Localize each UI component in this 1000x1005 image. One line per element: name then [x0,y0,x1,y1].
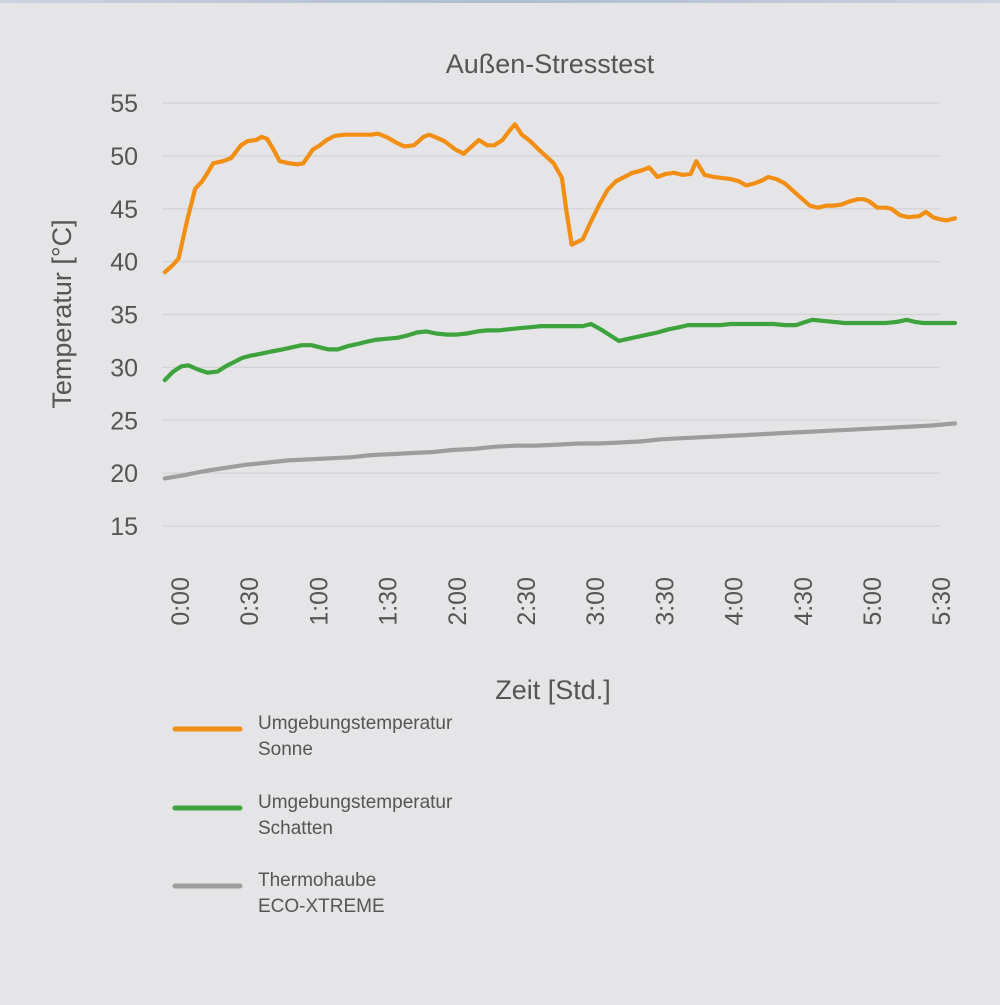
series-line-3 [162,421,958,481]
x-tick-label: 2:30 [513,577,541,626]
y-tick-label: 40 [110,249,138,277]
y-tick-label: 20 [110,460,138,488]
x-tick-label: 0:00 [167,577,195,626]
gridlines [162,102,940,527]
x-tick-label: 5:00 [859,577,887,626]
legend: UmgebungstemperaturSonneUmgebungstempera… [172,713,453,917]
legend-entry-1: Umgebungstemperatur Sonne [172,713,453,760]
y-tick-label: 35 [110,302,138,330]
x-tick-label: 3:30 [651,577,679,626]
legend-entry-3: Thermohaube ECO-XTREME [172,870,385,917]
legend-label: Schatten [258,818,333,839]
top-border-strip [0,0,1000,3]
y-tick-label: 50 [110,143,138,171]
x-tick-label: 1:30 [375,577,403,626]
series-lines [162,122,958,481]
y-tick-label: 45 [110,196,138,224]
series-line-1 [162,122,958,275]
x-axis-label: Zeit [Std.] [495,675,611,705]
y-tick-label: 15 [110,513,138,541]
legend-label: ECO-XTREME [258,896,385,917]
y-tick-label: 55 [110,90,138,118]
legend-label: Sonne [258,739,313,760]
y-tick-label: 25 [110,407,138,435]
x-tick-label: 4:00 [721,577,749,626]
x-axis-ticks: 0:00 0:30 1:00 1:30 2:00 2:30 3:00 3:30 4:00 4:30… [167,577,956,626]
x-tick-label: 3:00 [582,577,610,626]
legend-label: Umgebungstemperatur [258,792,453,813]
chart-title: Außen-Stresstest [446,49,655,79]
legend-label: Umgebungstemperatur [258,713,453,734]
y-axis-ticks: 15 20 25 30 35 40 45 50 55 [110,90,138,541]
legend-entry-2: Umgebungstemperatur Schatten [172,792,453,839]
series-line-2 [162,317,958,383]
x-tick-label: 4:30 [790,577,818,626]
x-tick-label: 0:30 [236,577,264,626]
x-tick-label: 5:30 [928,577,956,626]
legend-label: Thermohaube [258,870,376,891]
y-tick-label: 30 [110,354,138,382]
x-tick-label: 1:00 [305,577,333,626]
y-axis-label: Temperatur [°C] [47,219,77,408]
x-tick-label: 2:00 [444,577,472,626]
